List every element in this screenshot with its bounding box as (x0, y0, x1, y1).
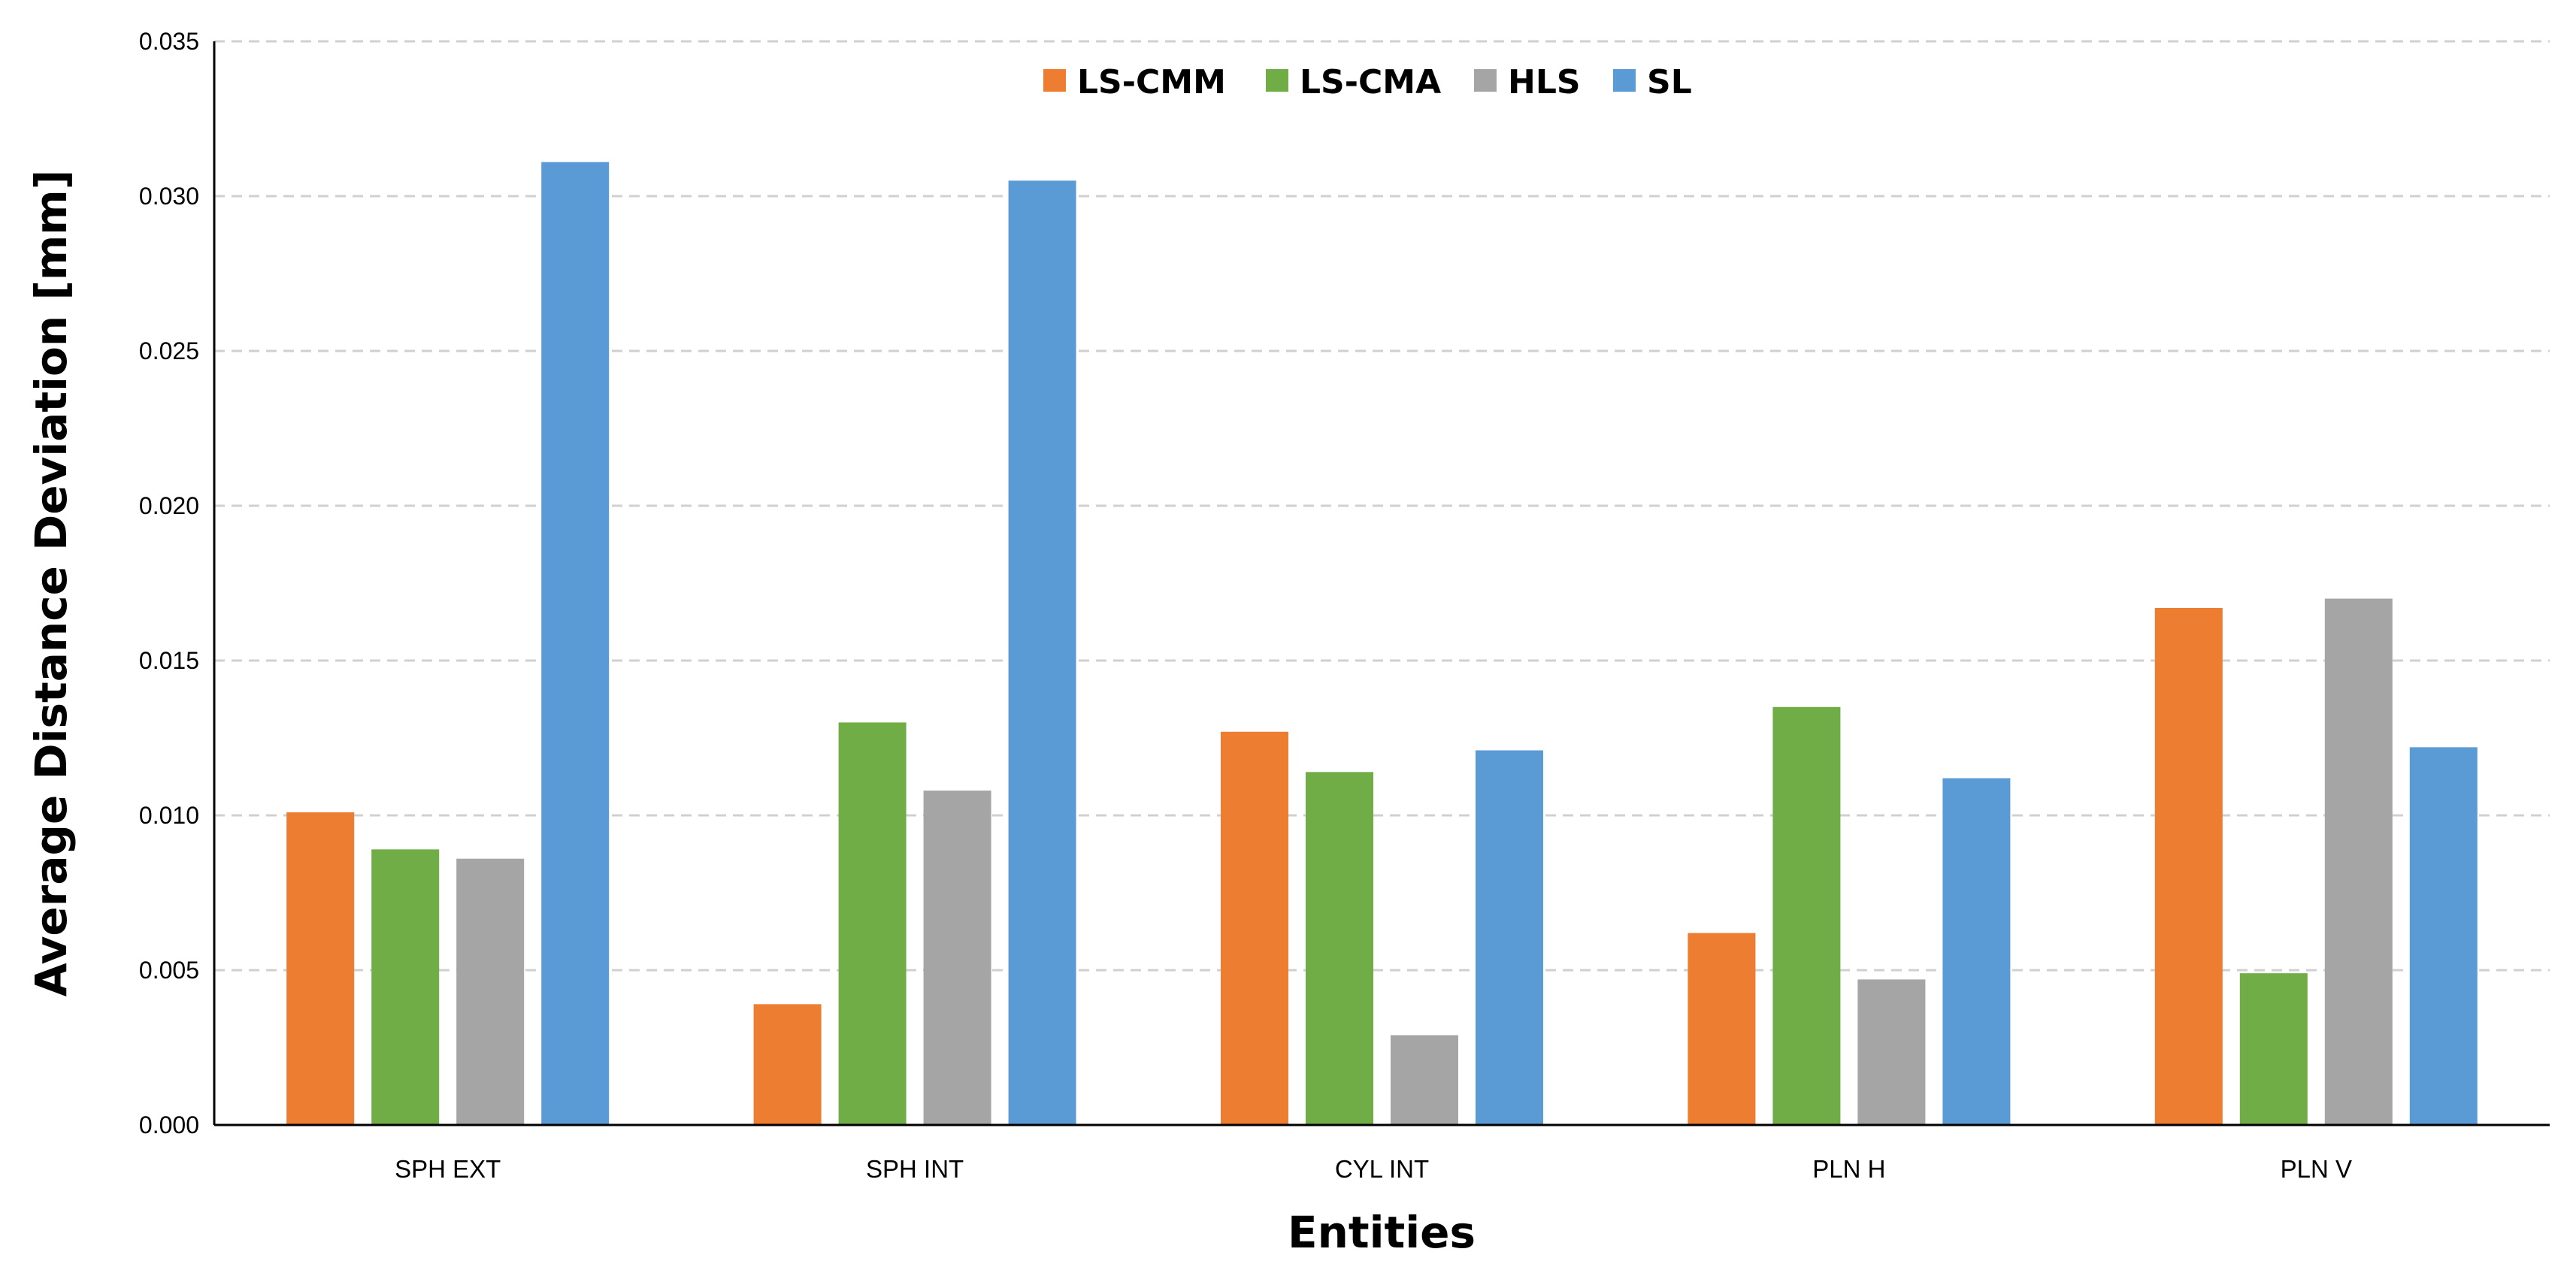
legend-swatch-ls-cma (1266, 69, 1288, 92)
bar-sl-2 (1476, 750, 1543, 1125)
bar-hls-3 (1857, 979, 1926, 1125)
x-tick-label: SPH EXT (395, 1155, 501, 1183)
x-tick-label: SPH INT (866, 1155, 964, 1183)
legend: LS-CMM LS-CMA HLS SL (1043, 63, 1692, 101)
y-tick-label: 0.025 (139, 337, 199, 364)
y-tick-label: 0.000 (139, 1111, 199, 1138)
legend-swatch-sl (1613, 69, 1636, 92)
bar-hls-4 (2324, 598, 2393, 1125)
axes (213, 41, 2550, 1126)
legend-label-ls-cmm: LS-CMM (1077, 63, 1226, 101)
x-tick-label: CYL INT (1335, 1155, 1429, 1183)
bar-hls-2 (1391, 1035, 1458, 1125)
bar-ls-cmm-2 (1221, 731, 1288, 1125)
x-tick-label: PLN H (1812, 1155, 1885, 1183)
y-tick-label: 0.030 (139, 183, 199, 210)
bar-ls-cmm-3 (1688, 933, 1756, 1125)
y-tick-label: 0.010 (139, 802, 199, 829)
bar-ls-cma-2 (1306, 772, 1373, 1125)
x-axis-title: Entities (1288, 1207, 1476, 1258)
legend-swatch-hls (1474, 69, 1497, 92)
bar-ls-cmm-1 (753, 1004, 822, 1125)
legend-label-ls-cma: LS-CMA (1300, 63, 1441, 101)
bars (286, 162, 2478, 1126)
bar-hls-0 (456, 858, 525, 1125)
bar-hls-1 (923, 791, 991, 1125)
bar-sl-3 (1942, 778, 2011, 1125)
bar-ls-cma-0 (371, 849, 440, 1125)
bar-ls-cma-4 (2239, 973, 2308, 1125)
x-tick-labels: SPH EXT SPH INT CYL INT PLN H PLN V (395, 1155, 2352, 1183)
y-tick-label: 0.005 (139, 957, 199, 984)
legend-label-hls: HLS (1508, 63, 1581, 101)
legend-label-sl: SL (1647, 63, 1692, 101)
y-tick-label: 0.015 (139, 647, 199, 674)
bar-ls-cmm-0 (286, 812, 355, 1125)
bar-sl-4 (2409, 747, 2478, 1125)
bar-ls-cmm-4 (2154, 607, 2223, 1125)
bar-ls-cma-1 (838, 722, 907, 1125)
y-tick-label: 0.035 (139, 28, 199, 55)
y-axis-title: Average Distance Deviation [mm] (26, 170, 77, 997)
legend-swatch-ls-cmm (1043, 69, 1066, 92)
x-tick-label: PLN V (2281, 1155, 2352, 1183)
bar-sl-0 (541, 162, 610, 1126)
y-tick-labels: 0.000 0.005 0.010 0.015 0.020 0.025 0.030 0.035 (139, 28, 199, 1138)
bar-sl-1 (1008, 180, 1076, 1125)
bar-ls-cma-3 (1772, 706, 1841, 1125)
y-tick-label: 0.020 (139, 492, 199, 519)
